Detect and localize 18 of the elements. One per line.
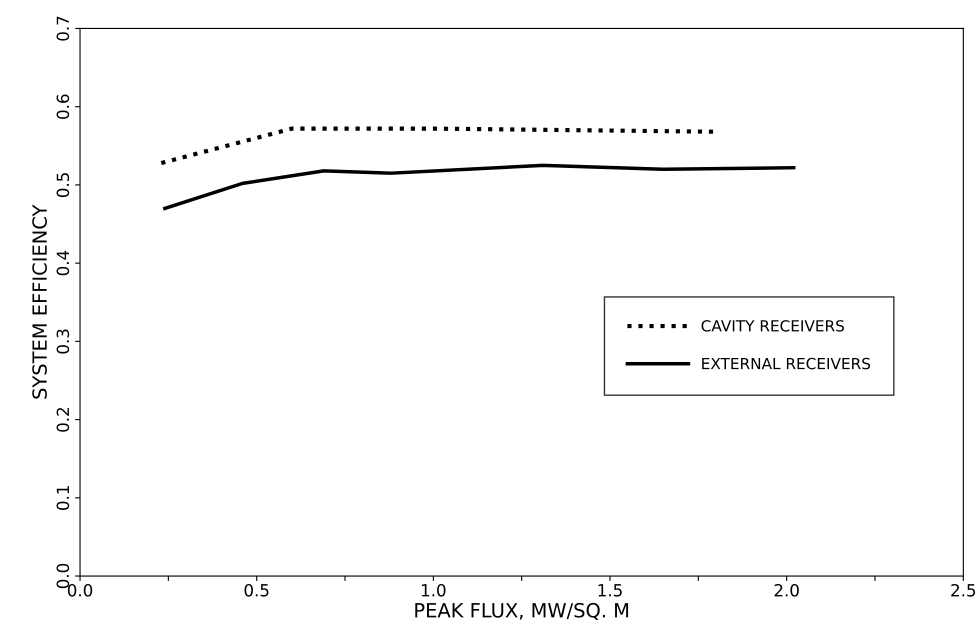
x-axis-title: PEAK FLUX, MW/SQ. M (415, 602, 628, 620)
x-tick-label: 0.5 (244, 584, 268, 597)
y-tick-label: 0.2 (56, 408, 70, 432)
y-axis-title: SYSTEM EFFICIENCY (32, 204, 47, 399)
y-tick-label: 0.6 (56, 94, 70, 119)
x-tick-label: 1.5 (598, 584, 622, 597)
y-tick-label: 0.4 (56, 250, 70, 276)
y-tick-label: 0.5 (56, 173, 70, 198)
x-tick-label: 1.0 (422, 584, 446, 597)
legend-label: CAVITY RECEIVERS (702, 320, 844, 332)
y-tick-label: 0.3 (56, 329, 70, 354)
y-tick-label: 0.1 (56, 486, 70, 510)
line-series (163, 164, 796, 210)
x-tick-label: 2.5 (951, 584, 976, 597)
x-tick-label: 0.0 (68, 584, 92, 597)
legend-label: EXTERNAL RECEIVERS (702, 358, 870, 370)
x-tick-label: 2.0 (774, 584, 799, 597)
y-tick-label: 0.7 (56, 16, 70, 41)
